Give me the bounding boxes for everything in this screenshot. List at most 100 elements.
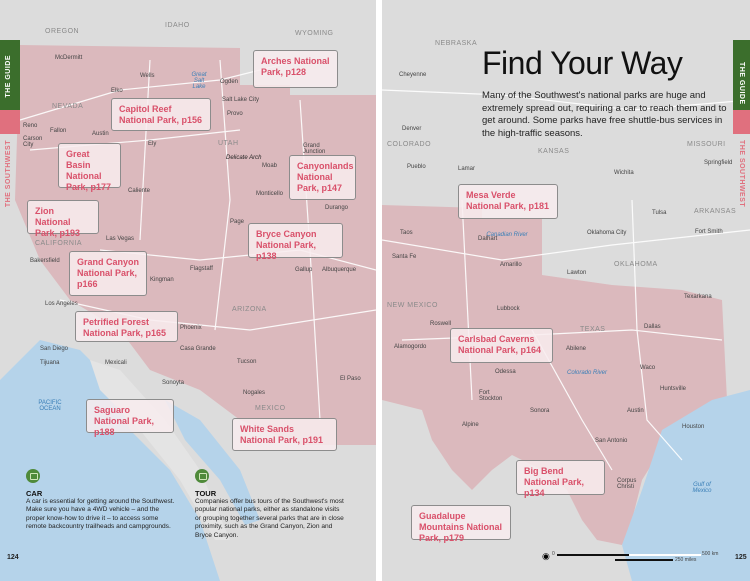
southwest-region [382, 205, 727, 545]
water-label: PACIFIC OCEAN [38, 400, 62, 412]
city-label: Albuquerque [322, 267, 357, 273]
city-label: McDermitt [55, 55, 83, 61]
region-tab-label: THE SOUTHWEST [738, 140, 745, 208]
city-label: Los Angeles [45, 301, 78, 307]
city-label: Waco [640, 365, 656, 371]
park-callout-great-basin[interactable]: Great Basin National Park, p177 [58, 143, 121, 192]
intro-text: Many of the Southwest's national parks a… [482, 90, 727, 139]
park-callout-big-bend[interactable]: Big Bend National Park, p134 [516, 460, 605, 498]
city-label: Page [230, 219, 245, 225]
city-label: Wells [140, 73, 155, 79]
city-label: Wichita [614, 170, 634, 176]
tour-title: TOUR [195, 489, 217, 498]
car-icon [26, 469, 40, 483]
park-callout-bryce-canyon[interactable]: Bryce Canyon National Park, p138 [248, 223, 343, 261]
city-label: San Antonio [595, 438, 628, 444]
city-label: Casa Grande [180, 346, 216, 352]
park-callout-saguaro[interactable]: Saguaro National Park, p188 [86, 399, 174, 437]
city-label: Amarillo [500, 262, 522, 268]
region-tab [733, 110, 750, 134]
city-label: Cheyenne [399, 72, 427, 78]
park-callout-zion[interactable]: Zion National Park, p193 [27, 200, 99, 238]
state-label: KANSAS [538, 148, 570, 155]
state-label: UTAH [218, 140, 239, 147]
city-label: San Diego [40, 346, 69, 352]
car-body: A car is essential for getting around th… [26, 498, 175, 531]
city-label: Phoenix [180, 325, 202, 331]
page-number: 125 [735, 554, 747, 561]
city-label: Gallup [295, 267, 313, 273]
water-label: Canadian River [486, 232, 528, 238]
water-label: Gulf of Mexico [692, 482, 712, 494]
region-tab-label: THE SOUTHWEST [5, 140, 12, 208]
park-callout-capitol-reef[interactable]: Capitol Reef National Park, p156 [111, 98, 211, 131]
city-label: Texarkana [684, 294, 712, 300]
state-label: IDAHO [165, 22, 190, 29]
city-label: Las Vegas [106, 236, 135, 242]
city-label: Salt Lake City [222, 97, 260, 103]
state-label: MISSOURI [687, 141, 726, 148]
map-left [0, 45, 376, 581]
section-tab-label: THE GUIDE [738, 62, 745, 105]
city-label: Pueblo [407, 164, 426, 170]
state-label: NEW MEXICO [387, 302, 438, 309]
city-label: Dallas [644, 324, 661, 330]
state-label: NEVADA [52, 103, 84, 110]
city-label: Elko [111, 88, 123, 94]
section-tab-label: THE GUIDE [5, 55, 12, 98]
city-label: Tijuana [40, 360, 60, 366]
car-title: CAR [26, 489, 43, 498]
city-label: Santa Fe [392, 254, 417, 260]
city-label: Fort Stockton [479, 390, 503, 402]
state-label: ARIZONA [232, 306, 267, 313]
park-callout-mesa-verde[interactable]: Mesa Verde National Park, p181 [458, 184, 558, 219]
pacific-ocean [0, 340, 220, 581]
section-tab [0, 40, 20, 110]
city-label: Denver [402, 126, 422, 132]
park-callout-arches[interactable]: Arches National Park, p128 [253, 50, 338, 88]
city-label: Delicate Arch [226, 155, 262, 161]
city-label: Monticello [256, 191, 284, 197]
city-label: Lamar [458, 166, 476, 172]
city-label: Bakersfield [30, 258, 60, 264]
city-label: Abilene [566, 346, 587, 352]
city-label: Odessa [495, 369, 516, 375]
bus-icon [195, 469, 209, 483]
park-callout-guadalupe-mountains[interactable]: Guadalupe Mountains National Park, p179 [411, 505, 511, 543]
section-tab [733, 40, 750, 110]
city-label: Mexicali [105, 360, 127, 366]
city-label: Tulsa [652, 210, 667, 216]
city-label: Houston [682, 424, 705, 430]
page-number: 124 [7, 554, 19, 561]
city-label: Roswell [430, 321, 452, 327]
city-label: Austin [92, 131, 109, 137]
city-label: Moab [262, 163, 278, 169]
scale-zero: 0 [552, 551, 555, 557]
park-callout-petrified-forest[interactable]: Petrified Forest National Park, p165 [75, 311, 178, 342]
gulf-of-mexico [622, 390, 750, 581]
page-title: Find Your Way [482, 45, 683, 81]
city-label: Reno [23, 123, 38, 129]
water-label: Great Salt Lake [191, 72, 207, 90]
city-label: Dalhart [478, 236, 498, 242]
city-label: Grand Junction [303, 143, 326, 155]
city-label: Lubbock [497, 306, 520, 312]
scale-miles: 250 miles [675, 557, 697, 563]
water-label: Colorado River [566, 370, 608, 376]
state-label: MEXICO [255, 405, 286, 412]
park-callout-carlsbad-caverns[interactable]: Carlsbad Caverns National Park, p164 [450, 328, 553, 363]
state-label: CALIFORNIA [35, 240, 83, 247]
park-callout-canyonlands[interactable]: Canyonlands National Park, p147 [289, 155, 356, 200]
state-label: TEXAS [580, 326, 606, 333]
city-label: El Paso [340, 376, 361, 382]
city-label: Kingman [150, 277, 174, 283]
city-label: Ely [148, 141, 157, 147]
city-label: Lawton [567, 270, 587, 276]
city-label: Tucson [237, 359, 257, 365]
city-label: Alpine [462, 422, 479, 428]
park-callout-white-sands[interactable]: White Sands National Park, p191 [232, 418, 337, 451]
park-callout-grand-canyon[interactable]: Grand Canyon National Park, p166 [69, 251, 147, 296]
city-label: Durango [325, 205, 349, 211]
city-label: Provo [227, 111, 243, 117]
state-label: WYOMING [295, 30, 334, 37]
